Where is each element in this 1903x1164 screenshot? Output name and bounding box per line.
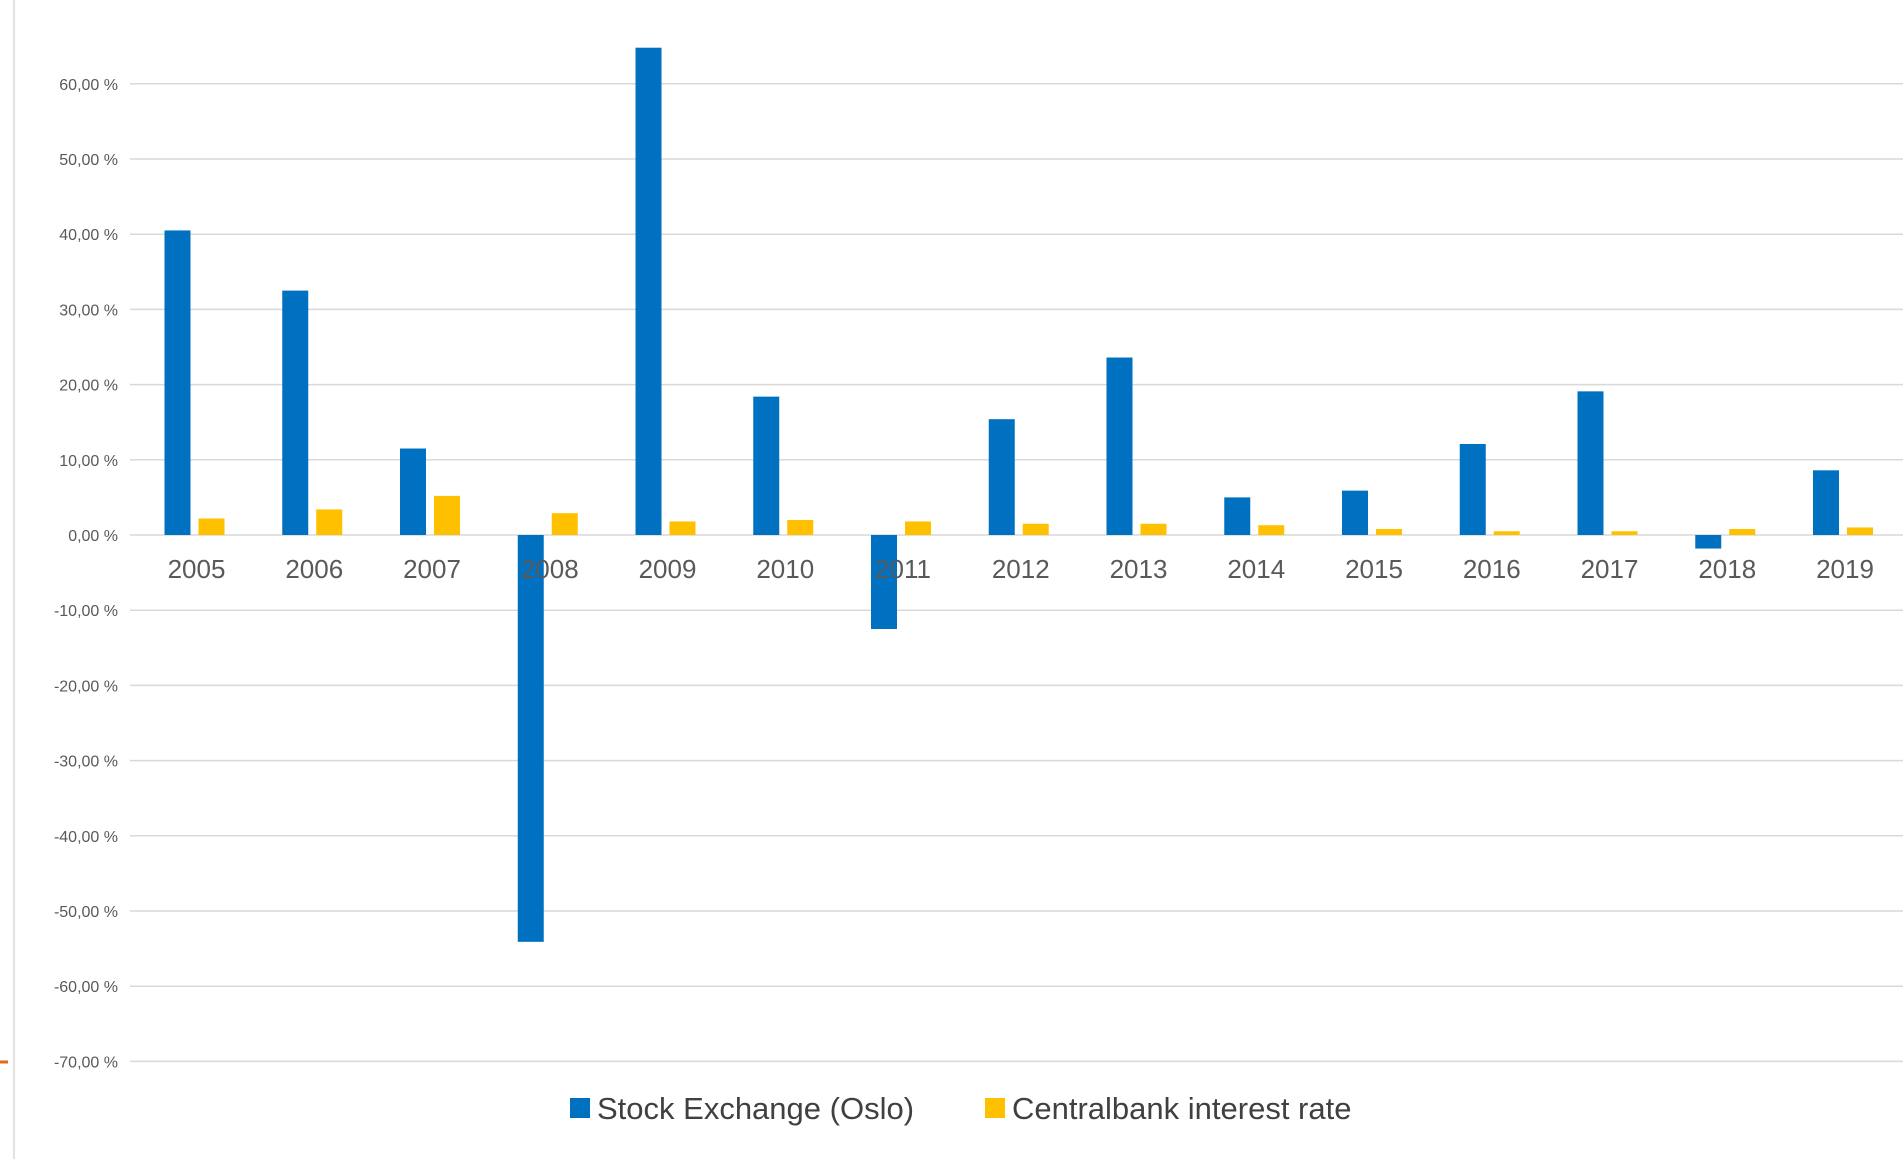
bar-stock-exchange-2016: [1459, 444, 1486, 535]
x-tick-label: 2007: [403, 554, 461, 584]
y-tick-label: -10,00 %: [54, 603, 118, 620]
bar-stock-exchange-2007: [400, 448, 426, 535]
bar-interest-rate-2012: [1022, 523, 1049, 535]
bar-stock-exchange-2011: [871, 535, 897, 629]
y-tick-label: 0,00 %: [68, 528, 118, 545]
bar-interest-rate-2008: [551, 513, 578, 535]
bar-stock-exchange-2017: [1577, 391, 1604, 535]
bar-stock-exchange-2014: [1224, 497, 1251, 535]
legend-swatch: [570, 1098, 590, 1118]
y-tick-label: -70,00 %: [54, 1054, 118, 1071]
bar-interest-rate-2013: [1140, 523, 1167, 535]
bar-interest-rate-2017: [1611, 531, 1638, 535]
y-tick-label: 60,00 %: [59, 77, 118, 94]
x-tick-label: 2013: [1110, 554, 1168, 584]
bar-stock-exchange-2013: [1106, 357, 1133, 535]
y-tick-label: 50,00 %: [59, 152, 118, 169]
bar-interest-rate-2014: [1258, 525, 1285, 535]
y-tick-label: -60,00 %: [54, 979, 118, 996]
bar-interest-rate-2005: [198, 518, 225, 535]
bar-stock-exchange-2006: [282, 290, 309, 535]
y-tick-label: -20,00 %: [54, 678, 118, 695]
legend-swatch: [985, 1098, 1005, 1118]
y-tick-label: -50,00 %: [54, 904, 118, 921]
x-tick-label: 2012: [992, 554, 1050, 584]
bar-stock-exchange-2005: [164, 230, 191, 535]
y-tick-label: -40,00 %: [54, 829, 118, 846]
x-tick-label: 2008: [521, 554, 579, 584]
x-tick-label: 2016: [1463, 554, 1521, 584]
bar-interest-rate-2006: [316, 509, 343, 535]
legend-label: Stock Exchange (Oslo): [597, 1091, 914, 1126]
x-tick-label: 2018: [1698, 554, 1756, 584]
y-tick-label: 10,00 %: [59, 453, 118, 470]
x-tick-label: 2009: [639, 554, 697, 584]
bar-stock-exchange-2015: [1342, 490, 1368, 535]
x-axis-tick-labels: 2005 2006 2007 2008 2009 2010 2011 2012 2013 2014…: [168, 554, 1874, 584]
bar-interest-rate-2015: [1376, 528, 1402, 535]
x-tick-label: 2011: [875, 554, 931, 584]
bar-stock-exchange-2008: [517, 535, 544, 942]
bar-interest-rate-2016: [1493, 531, 1520, 535]
bar-interest-rate-2007: [434, 495, 460, 535]
x-tick-label: 2015: [1345, 554, 1403, 584]
bar-interest-rate-2018: [1729, 528, 1756, 535]
bar-stock-exchange-2018: [1695, 535, 1722, 549]
bar-stock-exchange-2010: [753, 396, 780, 535]
x-tick-label: 2014: [1227, 554, 1285, 584]
legend: Stock Exchange (Oslo) Centralbank interes…: [570, 1091, 1351, 1126]
legend-label: Centralbank interest rate: [1012, 1091, 1351, 1126]
bar-interest-rate-2011: [905, 521, 931, 535]
y-axis-tick-labels: 60,00 % 50,00 % 40,00 % 30,00 % 20,00 % 10,00…: [54, 77, 118, 1072]
x-tick-label: 2019: [1816, 554, 1874, 584]
x-tick-label: 2005: [168, 554, 226, 584]
x-tick-label: 2006: [285, 554, 343, 584]
bar-stock-exchange-2019: [1813, 470, 1839, 535]
bar-stock-exchange-2012: [988, 419, 1015, 535]
bar-series: [164, 47, 1873, 942]
x-tick-label: 2017: [1581, 554, 1639, 584]
bar-interest-rate-2010: [787, 519, 814, 535]
y-tick-label: 30,00 %: [59, 302, 118, 319]
y-tick-label: 40,00 %: [59, 227, 118, 244]
bar-interest-rate-2019: [1847, 527, 1873, 535]
left-border-line: [0, 0, 15, 1159]
y-tick-label: 20,00 %: [59, 378, 118, 395]
gridlines: [130, 83, 1903, 1063]
bar-stock-exchange-2009: [635, 47, 662, 535]
bar-interest-rate-2009: [669, 521, 696, 535]
y-tick-label: -30,00 %: [54, 754, 118, 771]
x-tick-label: 2010: [756, 554, 814, 584]
